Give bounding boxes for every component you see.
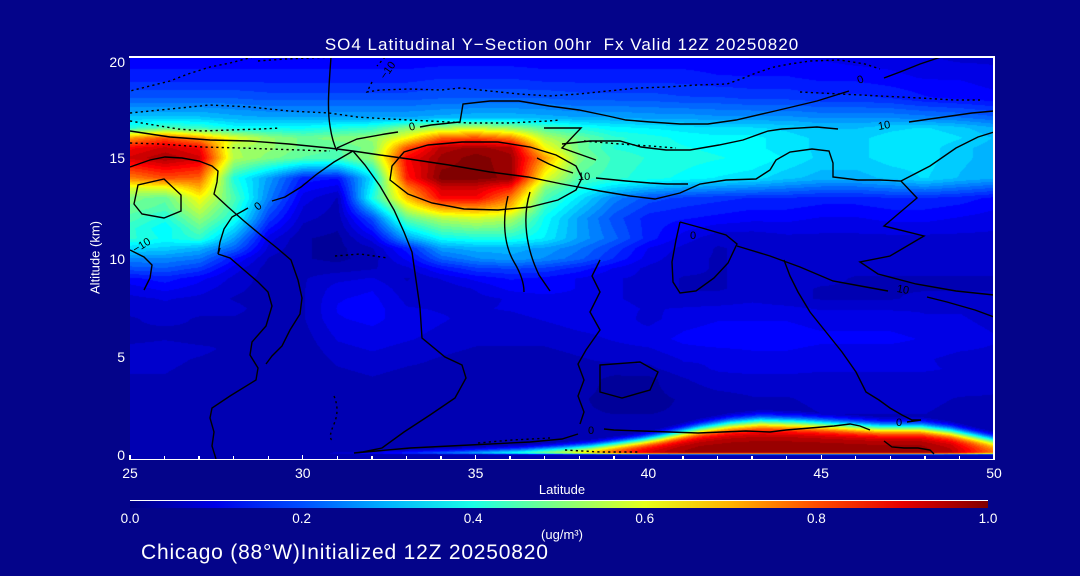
svg-text:−10: −10 bbox=[378, 60, 399, 82]
svg-text:10: 10 bbox=[896, 283, 910, 297]
svg-text:0: 0 bbox=[896, 417, 902, 429]
svg-text:0: 0 bbox=[252, 200, 264, 213]
svg-text:0: 0 bbox=[408, 121, 416, 134]
svg-text:10: 10 bbox=[578, 171, 590, 183]
svg-text:−10: −10 bbox=[131, 236, 153, 256]
svg-text:10: 10 bbox=[877, 119, 891, 133]
svg-text:0: 0 bbox=[856, 73, 866, 86]
svg-text:0: 0 bbox=[690, 230, 696, 242]
svg-text:0: 0 bbox=[588, 425, 594, 437]
